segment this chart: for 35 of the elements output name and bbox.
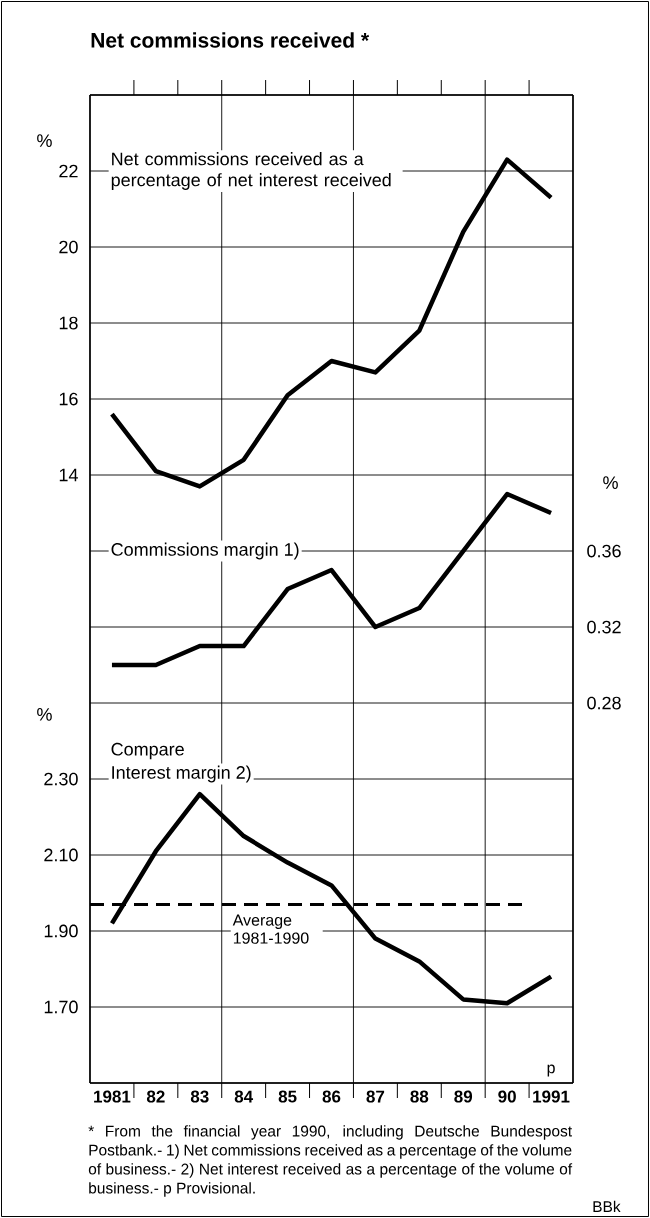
ref-line-label: Average 1981-1990 (232, 914, 309, 944)
x-tick-label: 84 (234, 1090, 254, 1103)
x-tick-label: 88 (410, 1090, 429, 1103)
y2-tick-label: 0.36 (587, 544, 621, 558)
series-label: Interest margin 2) (112, 765, 251, 783)
y-tick-label: 14 (59, 468, 78, 482)
y-tick-label: 2.10 (44, 848, 78, 862)
x-tick-label: 87 (366, 1090, 385, 1103)
y-axis-title: % (37, 134, 52, 147)
x-tick-label: 82 (146, 1090, 165, 1103)
text: * From the financial year 1990, including Deutsche Bundespost Postbank.- 1) Net commissions received as a percentage of the volume of business.- 2) Net interest received as a percentage of the volume of business.- p Provisional. (88, 1125, 573, 1197)
y-tick-label: 16 (59, 392, 78, 406)
x-tick-label: 89 (454, 1090, 473, 1103)
y-tick-label: 18 (59, 316, 78, 330)
series-label: Commissions margin 1) (111, 542, 299, 560)
text: BBk (593, 1200, 621, 1212)
annotation: Compare (111, 742, 184, 760)
y-tick-label: 2.30 (44, 772, 78, 786)
text: Net commissions received as a percentage of net interest received (111, 152, 391, 190)
chart-title: Net commissions received * (91, 32, 370, 48)
y-tick-label: 20 (59, 240, 78, 254)
y2-tick-label: 0.32 (587, 620, 621, 634)
y2-axis-title: % (603, 476, 618, 489)
x-tick-label: 90 (498, 1090, 516, 1103)
y-axis-title: % (37, 708, 52, 721)
x-tick-label: 1981 (94, 1090, 131, 1103)
y-tick-label: 22 (59, 164, 78, 178)
x-tick-label: 86 (322, 1090, 341, 1103)
y-tick-label: 1.70 (44, 1000, 78, 1014)
x-tick-label: 85 (278, 1090, 297, 1103)
annotation: p (547, 1064, 555, 1077)
x-tick-label: 1991 (533, 1090, 570, 1103)
y-tick-label: 1.90 (44, 924, 78, 938)
x-tick-label: 83 (190, 1090, 209, 1103)
y2-tick-label: 0.28 (587, 696, 621, 710)
